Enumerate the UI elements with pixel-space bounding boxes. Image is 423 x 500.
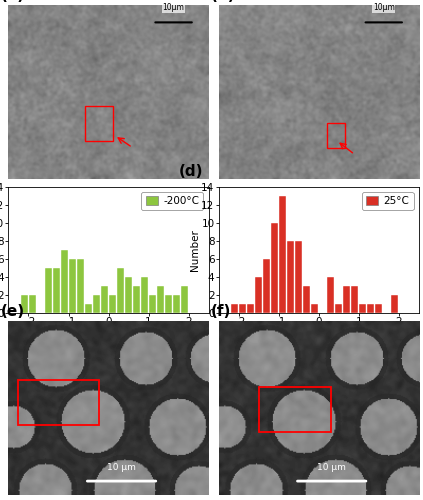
Text: (b): (b)	[211, 0, 235, 4]
Bar	[149, 295, 156, 313]
Bar	[303, 286, 310, 313]
Bar	[343, 286, 350, 313]
Bar	[295, 241, 302, 313]
Text: (a): (a)	[0, 0, 25, 4]
Bar	[77, 259, 84, 313]
X-axis label: Length (μm): Length (μm)	[287, 330, 351, 340]
Text: (e): (e)	[0, 304, 25, 320]
Bar	[258, 387, 331, 432]
Bar	[391, 295, 398, 313]
Text: 10 μm: 10 μm	[107, 464, 136, 472]
Bar	[173, 295, 180, 313]
Bar	[271, 223, 278, 313]
Bar	[239, 304, 246, 313]
Bar	[133, 286, 140, 313]
Bar	[141, 277, 148, 313]
Legend: 25°C: 25°C	[362, 192, 414, 210]
Bar	[255, 277, 262, 313]
Bar	[231, 304, 238, 313]
Y-axis label: Number: Number	[190, 229, 200, 271]
Text: (f): (f)	[211, 304, 231, 320]
Text: (d): (d)	[179, 164, 203, 179]
Bar	[85, 304, 92, 313]
Bar	[311, 304, 318, 313]
Bar	[351, 286, 358, 313]
Bar	[21, 295, 28, 313]
Bar	[279, 196, 286, 313]
X-axis label: Length (μm): Length (μm)	[77, 330, 140, 340]
Bar	[367, 304, 374, 313]
Bar	[29, 295, 36, 313]
Bar	[61, 250, 68, 313]
Bar	[359, 304, 366, 313]
Bar	[327, 123, 345, 148]
Bar	[375, 304, 382, 313]
Bar	[53, 268, 60, 313]
Bar	[19, 380, 99, 426]
Bar	[117, 268, 124, 313]
Legend: -200°C: -200°C	[141, 192, 203, 210]
Bar	[93, 295, 100, 313]
Bar	[125, 277, 132, 313]
Bar	[165, 295, 172, 313]
Bar	[85, 106, 113, 140]
Bar	[335, 304, 342, 313]
Text: 10μm: 10μm	[373, 3, 395, 12]
Bar	[101, 286, 108, 313]
Bar	[109, 295, 116, 313]
Bar	[157, 286, 164, 313]
Bar	[69, 259, 76, 313]
Bar	[181, 286, 188, 313]
Bar	[247, 304, 254, 313]
Bar	[263, 259, 270, 313]
Bar	[327, 277, 334, 313]
Bar	[287, 241, 294, 313]
Text: 10 μm: 10 μm	[317, 464, 346, 472]
Text: 10μm: 10μm	[163, 3, 184, 12]
Bar	[45, 268, 52, 313]
